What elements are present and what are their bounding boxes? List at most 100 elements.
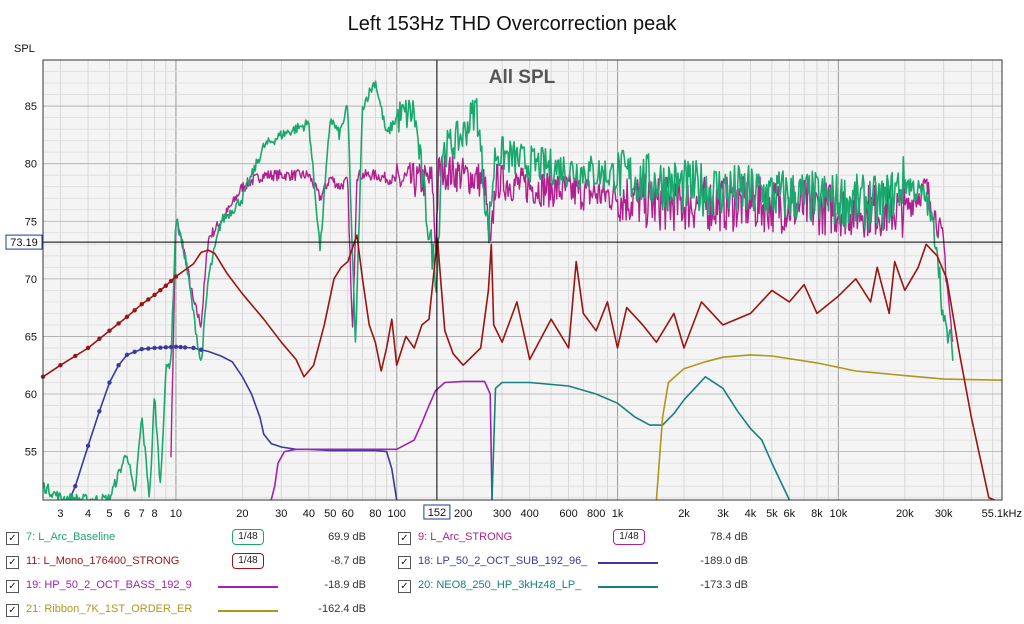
smoothing-button[interactable]: 1/48 (232, 529, 264, 545)
x-tick-label: 60 (342, 508, 354, 520)
series-marker (163, 345, 169, 350)
series-marker (191, 345, 196, 351)
series-marker (146, 297, 151, 302)
series-marker (73, 483, 78, 489)
series-marker (152, 292, 157, 298)
series-marker (132, 308, 137, 313)
legend-label: 21: Ribbon_7K_1ST_ORDER_ER (26, 603, 193, 615)
legend-row[interactable]: ✓ 19: HP_50_2_OCT_BASS_192_9 -18.9 dB (6, 578, 368, 596)
x-tick-label: 20 (236, 508, 248, 520)
series-line (43, 234, 995, 500)
series-marker (173, 274, 179, 279)
series-marker (173, 344, 179, 350)
legend-swatch (598, 562, 658, 564)
x-tick-label: 300 (493, 508, 511, 520)
legend-row[interactable]: ✓ 7: L_Arc_Baseline 1/48 69.9 dB (6, 529, 368, 548)
legend-row[interactable]: ✓ 11: L_Mono_176400_STRONG 1/48 -8.7 dB (6, 553, 368, 572)
x-tick-label: 2k (678, 508, 690, 520)
legend-row[interactable]: ✓ 18: LP_50_2_OCT_SUB_192_96_ -189.0 dB (398, 554, 758, 572)
series-marker (107, 328, 112, 333)
series-marker (73, 353, 78, 359)
legend-checkbox[interactable]: ✓ (398, 580, 411, 593)
series-marker (132, 349, 137, 355)
legend-label: 11: L_Mono_176400_STRONG (26, 555, 180, 567)
x-tick-label: 5k (766, 508, 778, 520)
series-marker (58, 363, 63, 368)
series-marker (152, 345, 157, 351)
series-marker (124, 352, 130, 358)
series-marker (85, 443, 91, 449)
grid (43, 60, 1002, 500)
series-marker (139, 346, 144, 352)
legend-checkbox[interactable]: ✓ (6, 604, 19, 617)
legend-label: 18: LP_50_2_OCT_SUB_192_96_ (418, 555, 588, 567)
y-tick-labels: 55 60 65 70 75 80 85 (25, 101, 37, 459)
plot-frame (42, 59, 1003, 501)
legend-value: -173.3 dB (700, 579, 748, 591)
series-marker (107, 380, 112, 385)
legend-swatch (218, 610, 278, 612)
x-tick-labels: 3 4 5 6 7 8 10 20 30 40 50 60 80 100 200 300 400 600 800 1k… (57, 508, 1022, 520)
series-lines (40, 80, 1002, 500)
x-tick-label: 80 (369, 508, 381, 520)
series-marker (158, 288, 163, 293)
series-marker (85, 345, 91, 351)
x-tick-label: 30 (275, 508, 287, 520)
legend-row[interactable]: ✓ 9: L_Arc_STRONG 1/48 78.4 dB (398, 529, 758, 548)
legend-value: -8.7 dB (330, 555, 366, 567)
x-tick-label: 5 (106, 508, 112, 520)
legend-checkbox[interactable]: ✓ (6, 580, 19, 593)
y-tick-label: 75 (25, 216, 37, 228)
x-tick-label: 55.1kHz (982, 508, 1022, 520)
spl-chart[interactable]: Left 153Hz THD Overcorrection peak SPL 5… (0, 0, 1024, 530)
series-marker (139, 301, 144, 307)
series-line (43, 80, 954, 500)
legend-row[interactable]: ✓ 21: Ribbon_7K_1ST_ORDER_ER -162.4 dB (6, 602, 368, 620)
y-tick-label: 80 (25, 159, 37, 171)
legend-label: 7: L_Arc_Baseline (26, 531, 116, 543)
series-marker (116, 321, 121, 326)
x-tick-label: 20k (896, 508, 914, 520)
legend-checkbox[interactable]: ✓ (398, 532, 411, 545)
y-tick-label: 65 (25, 331, 37, 343)
x-tick-label: 100 (388, 508, 406, 520)
x-tick-label: 10k (829, 508, 847, 520)
cursor-x-box (423, 504, 451, 520)
x-tick-label: 1k (612, 508, 624, 520)
y-tick-label: 85 (25, 101, 37, 113)
x-tick-label: 6k (784, 508, 796, 520)
series-marker (168, 344, 174, 350)
series-line (655, 354, 1002, 500)
series-marker (163, 283, 169, 288)
series-line (270, 380, 493, 500)
x-tick-label: 50 (324, 508, 336, 520)
smoothing-button[interactable]: 1/48 (232, 553, 264, 569)
legend-row[interactable]: ✓ 20: NEO8_250_HP_3kHz48_LP_ -173.3 dB (398, 578, 758, 596)
y-tick-label: 55 (25, 447, 37, 459)
series-marker (97, 336, 102, 342)
y-axis-label: SPL (14, 43, 35, 55)
smoothing-button[interactable]: 1/48 (613, 529, 645, 545)
x-tick-label: 4 (85, 508, 91, 520)
legend-checkbox[interactable]: ✓ (6, 556, 19, 569)
legend-value: 69.9 dB (328, 531, 366, 543)
x-tick-label: 6 (124, 508, 130, 520)
cursor-x-label: 152 (428, 507, 446, 519)
legend-label: 20: NEO8_250_HP_3kHz48_LP_ (418, 579, 582, 591)
series-marker (97, 409, 102, 414)
plot-background (43, 60, 1002, 500)
legend-checkbox[interactable]: ✓ (398, 556, 411, 569)
x-tick-label: 200 (454, 508, 472, 520)
cursor-y-box (5, 234, 43, 250)
x-tick-label: 600 (559, 508, 577, 520)
series-line (170, 154, 954, 458)
y-tick-label: 60 (25, 389, 37, 401)
cursor[interactable]: 73.19 152 (5, 60, 1002, 520)
chart-title: Left 153Hz THD Overcorrection peak (348, 13, 678, 35)
cursor-y-label: 73.19 (10, 237, 38, 249)
x-tick-label: 800 (587, 508, 605, 520)
x-tick-label: 8k (811, 508, 823, 520)
series-marker (182, 345, 188, 350)
legend-label: 9: L_Arc_STRONG (418, 531, 513, 543)
legend-checkbox[interactable]: ✓ (6, 532, 19, 545)
